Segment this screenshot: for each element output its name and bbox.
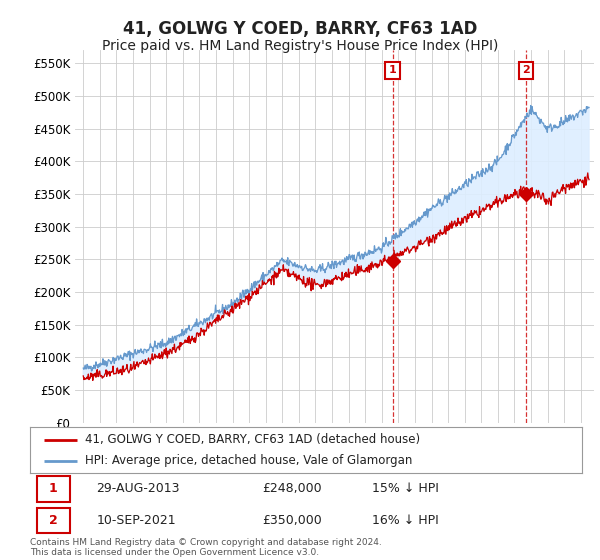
Text: 2: 2	[522, 66, 530, 75]
FancyBboxPatch shape	[37, 507, 70, 533]
Text: 15% ↓ HPI: 15% ↓ HPI	[372, 482, 439, 496]
Text: 41, GOLWG Y COED, BARRY, CF63 1AD (detached house): 41, GOLWG Y COED, BARRY, CF63 1AD (detac…	[85, 433, 421, 446]
Text: HPI: Average price, detached house, Vale of Glamorgan: HPI: Average price, detached house, Vale…	[85, 454, 413, 467]
Text: £350,000: £350,000	[262, 514, 322, 527]
Text: 2: 2	[49, 514, 58, 527]
FancyBboxPatch shape	[37, 476, 70, 502]
Text: £248,000: £248,000	[262, 482, 322, 496]
Text: 1: 1	[49, 482, 58, 496]
Text: 1: 1	[389, 66, 397, 75]
Text: 16% ↓ HPI: 16% ↓ HPI	[372, 514, 439, 527]
Text: 10-SEP-2021: 10-SEP-2021	[96, 514, 176, 527]
Text: Price paid vs. HM Land Registry's House Price Index (HPI): Price paid vs. HM Land Registry's House …	[102, 39, 498, 53]
Text: 29-AUG-2013: 29-AUG-2013	[96, 482, 180, 496]
Text: Contains HM Land Registry data © Crown copyright and database right 2024.
This d: Contains HM Land Registry data © Crown c…	[30, 538, 382, 557]
Text: 41, GOLWG Y COED, BARRY, CF63 1AD: 41, GOLWG Y COED, BARRY, CF63 1AD	[123, 20, 477, 38]
